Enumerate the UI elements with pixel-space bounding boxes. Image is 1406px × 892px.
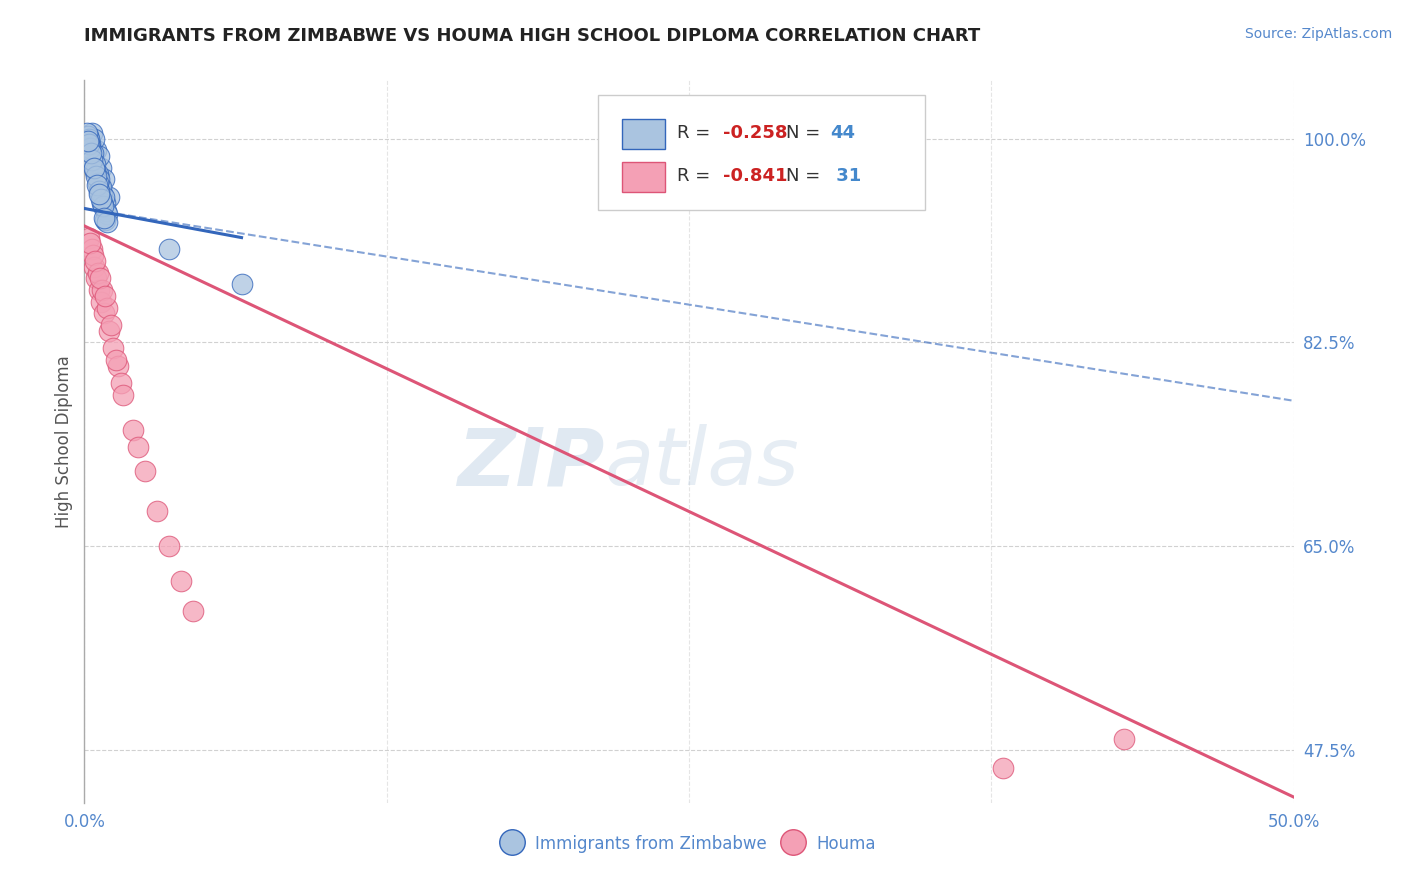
- Text: atlas: atlas: [605, 425, 799, 502]
- Point: [91, 199, 114, 213]
- Point: [86, 176, 108, 190]
- Point: [134, 464, 156, 478]
- Point: [86, 169, 108, 183]
- Point: [82, 153, 104, 167]
- Point: [97, 324, 120, 338]
- Point: [86, 143, 108, 157]
- Point: [93, 172, 115, 186]
- Point: [89, 180, 111, 194]
- Point: [89, 184, 111, 198]
- Point: [157, 540, 180, 554]
- Point: [86, 167, 108, 181]
- Point: [91, 187, 114, 202]
- Point: [84, 169, 107, 183]
- Text: N =: N =: [786, 124, 825, 142]
- Point: [82, 248, 104, 262]
- Point: [96, 301, 118, 315]
- Point: [170, 574, 193, 589]
- Point: [86, 271, 108, 285]
- Point: [83, 161, 105, 175]
- Text: R =: R =: [676, 168, 716, 186]
- Point: [89, 271, 111, 285]
- Point: [90, 161, 112, 175]
- Point: [77, 131, 100, 145]
- Point: [83, 131, 105, 145]
- Point: [86, 266, 108, 280]
- Point: [107, 359, 129, 373]
- Y-axis label: High School Diploma: High School Diploma: [55, 355, 73, 528]
- FancyBboxPatch shape: [599, 95, 925, 211]
- Point: [93, 211, 115, 225]
- Point: [112, 388, 135, 402]
- Point: [77, 134, 100, 148]
- Point: [80, 126, 103, 140]
- Point: [83, 164, 105, 178]
- Point: [94, 195, 117, 210]
- Text: -0.841: -0.841: [723, 168, 787, 186]
- Legend: Immigrants from Zimbabwe, Houma: Immigrants from Zimbabwe, Houma: [495, 828, 883, 860]
- Point: [77, 134, 100, 148]
- Point: [79, 141, 101, 155]
- Point: [127, 441, 149, 455]
- Point: [83, 260, 105, 274]
- Point: [93, 306, 115, 320]
- Point: [94, 203, 117, 218]
- Point: [86, 178, 108, 193]
- Point: [103, 341, 125, 355]
- FancyBboxPatch shape: [623, 162, 665, 193]
- Point: [181, 603, 204, 617]
- Point: [90, 192, 112, 206]
- Point: [80, 242, 103, 256]
- Point: [146, 504, 169, 518]
- Point: [96, 207, 118, 221]
- Point: [87, 283, 110, 297]
- Point: [231, 277, 253, 292]
- Text: -0.258: -0.258: [723, 124, 787, 142]
- Point: [79, 137, 101, 152]
- Point: [157, 242, 180, 256]
- Point: [104, 353, 127, 368]
- Point: [100, 318, 122, 332]
- Point: [94, 289, 117, 303]
- Point: [77, 230, 100, 244]
- Point: [93, 190, 115, 204]
- Point: [1114, 731, 1136, 746]
- Point: [90, 195, 112, 210]
- Text: N =: N =: [786, 168, 825, 186]
- Point: [82, 145, 104, 160]
- Point: [94, 213, 117, 227]
- Point: [91, 283, 114, 297]
- Text: Source: ZipAtlas.com: Source: ZipAtlas.com: [1244, 27, 1392, 41]
- Point: [79, 236, 101, 251]
- Text: 31: 31: [831, 168, 862, 186]
- Point: [121, 423, 143, 437]
- Point: [87, 187, 110, 202]
- Point: [96, 215, 118, 229]
- Point: [90, 294, 112, 309]
- Point: [993, 761, 1015, 775]
- Point: [77, 137, 100, 152]
- Point: [110, 376, 132, 391]
- Text: 44: 44: [831, 124, 855, 142]
- Point: [84, 157, 107, 171]
- Text: ZIP: ZIP: [457, 425, 605, 502]
- Text: R =: R =: [676, 124, 716, 142]
- Point: [76, 126, 98, 140]
- Point: [97, 190, 120, 204]
- Point: [77, 129, 100, 144]
- Point: [80, 145, 103, 160]
- Point: [87, 172, 110, 186]
- Point: [87, 149, 110, 163]
- Point: [90, 180, 112, 194]
- Point: [84, 254, 107, 268]
- FancyBboxPatch shape: [623, 119, 665, 149]
- Text: IMMIGRANTS FROM ZIMBABWE VS HOUMA HIGH SCHOOL DIPLOMA CORRELATION CHART: IMMIGRANTS FROM ZIMBABWE VS HOUMA HIGH S…: [84, 27, 980, 45]
